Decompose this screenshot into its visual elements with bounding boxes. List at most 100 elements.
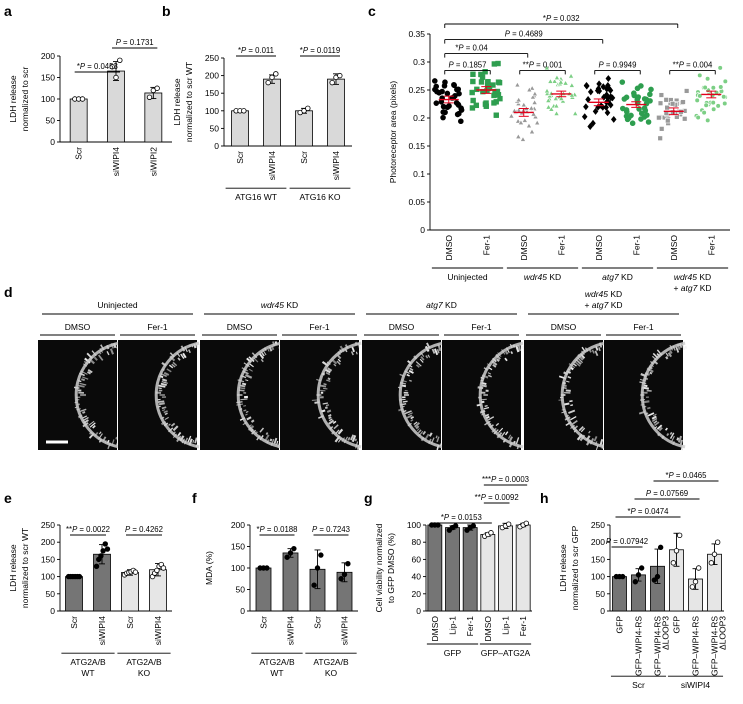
data-point	[132, 569, 139, 575]
panel-letter-a: a	[4, 3, 12, 19]
data-point	[562, 79, 569, 86]
photoreceptor-streak	[161, 378, 168, 382]
panel-letter-h: h	[540, 490, 549, 506]
data-point	[523, 520, 530, 526]
retina-arc	[398, 341, 444, 449]
p-value-label: *P = 0.04	[455, 44, 488, 53]
group-label: wdr45 KD	[674, 272, 711, 282]
data-point	[484, 82, 491, 89]
photoreceptor-streak	[417, 429, 422, 434]
photoreceptor-streak	[675, 346, 680, 353]
photoreceptor-streak	[487, 374, 492, 378]
photoreceptor-streak	[336, 360, 341, 365]
x-tick-label: ΔLOOP3	[661, 616, 671, 650]
photoreceptor-streak	[568, 409, 576, 414]
y-tick-label: 50	[236, 585, 246, 595]
bar	[327, 78, 345, 147]
data-point	[558, 95, 565, 101]
data-point	[452, 523, 459, 529]
data-point	[528, 128, 536, 135]
data-point	[458, 107, 465, 113]
photoreceptor-streak	[665, 352, 669, 357]
data-point	[109, 64, 115, 70]
photoreceptor-streak	[157, 400, 165, 404]
data-point	[607, 93, 614, 101]
photoreceptor-streak	[259, 427, 265, 433]
y-tick-label: 0.05	[408, 197, 425, 207]
data-point	[505, 521, 512, 527]
data-point	[594, 87, 601, 95]
data-point	[93, 563, 100, 569]
data-point	[545, 97, 552, 103]
y-tick-label: 150	[41, 554, 55, 564]
data-point	[629, 120, 636, 127]
photoreceptor-streak	[180, 353, 185, 359]
data-point	[287, 550, 294, 556]
photoreceptor-streak	[671, 435, 675, 442]
photoreceptor-streak	[170, 422, 176, 427]
data-point	[493, 112, 499, 118]
y-tick-label: 0	[416, 606, 421, 616]
photoreceptor-streak	[106, 351, 110, 356]
group-label: GFP–ATG2A	[481, 648, 531, 658]
data-point	[607, 101, 614, 109]
data-point	[604, 109, 611, 117]
photoreceptor-streak	[164, 412, 168, 416]
bar	[462, 527, 478, 612]
p-value-label: **P = 0.0092	[475, 493, 519, 502]
photoreceptor-streak	[327, 377, 331, 381]
y-tick-label: 100	[41, 572, 55, 582]
data-point	[644, 112, 650, 118]
data-point	[708, 560, 715, 566]
data-point	[100, 548, 106, 554]
photoreceptor-streak	[408, 369, 414, 374]
data-point	[454, 111, 461, 118]
y-tick-label: 0.35	[408, 29, 425, 39]
y-tick-label: 0.25	[408, 85, 425, 95]
photoreceptor-streak	[250, 419, 255, 423]
y-tick-label: 250	[41, 520, 55, 530]
photoreceptor-streak	[89, 422, 96, 428]
data-point	[704, 117, 711, 124]
photoreceptor-streak	[109, 348, 114, 355]
photoreceptor-streak	[409, 367, 414, 371]
y-tick-label: 0.3	[413, 57, 425, 67]
photoreceptor-streak	[273, 437, 278, 445]
group-label: atg7 KD	[602, 272, 633, 282]
data-point	[673, 548, 680, 554]
condition-label: DMSO	[389, 322, 415, 332]
x-tick-label: siWIPI4	[331, 151, 341, 181]
bar	[144, 92, 163, 143]
photoreceptor-streak	[354, 438, 358, 442]
p-value-label: **P = 0.001	[523, 60, 563, 69]
y-tick-label: 60	[412, 554, 422, 564]
data-point	[98, 553, 104, 559]
data-point	[547, 78, 554, 84]
photoreceptor-streak	[495, 422, 500, 427]
photoreceptor-streak	[572, 420, 578, 425]
data-point	[529, 93, 537, 100]
data-point	[695, 114, 701, 121]
p-value-label: *P = 0.0453	[77, 62, 118, 71]
data-point	[102, 541, 108, 547]
x-tick-label: Fer-1	[481, 235, 491, 256]
x-tick-label: ΔLOOP3	[718, 616, 728, 650]
y-tick-label: 0	[214, 141, 219, 151]
data-point	[676, 532, 683, 539]
photoreceptor-streak	[598, 347, 601, 352]
condition-label: Fer-1	[309, 322, 330, 332]
bar	[498, 525, 513, 612]
retina-arc	[560, 341, 606, 449]
y-axis-label: Photoreceptor area (pixels)	[388, 81, 398, 184]
data-point	[623, 94, 630, 101]
data-point	[717, 65, 724, 71]
data-point	[592, 107, 599, 115]
data-point	[291, 545, 297, 552]
y-tick-label: 200	[205, 71, 219, 81]
p-value-label: *P = 0.0188	[257, 525, 298, 534]
data-point	[76, 573, 83, 580]
photoreceptor-streak	[487, 416, 495, 421]
photoreceptor-streak	[492, 363, 497, 368]
photoreceptor-streak	[515, 437, 520, 445]
photoreceptor-streak	[424, 433, 430, 440]
